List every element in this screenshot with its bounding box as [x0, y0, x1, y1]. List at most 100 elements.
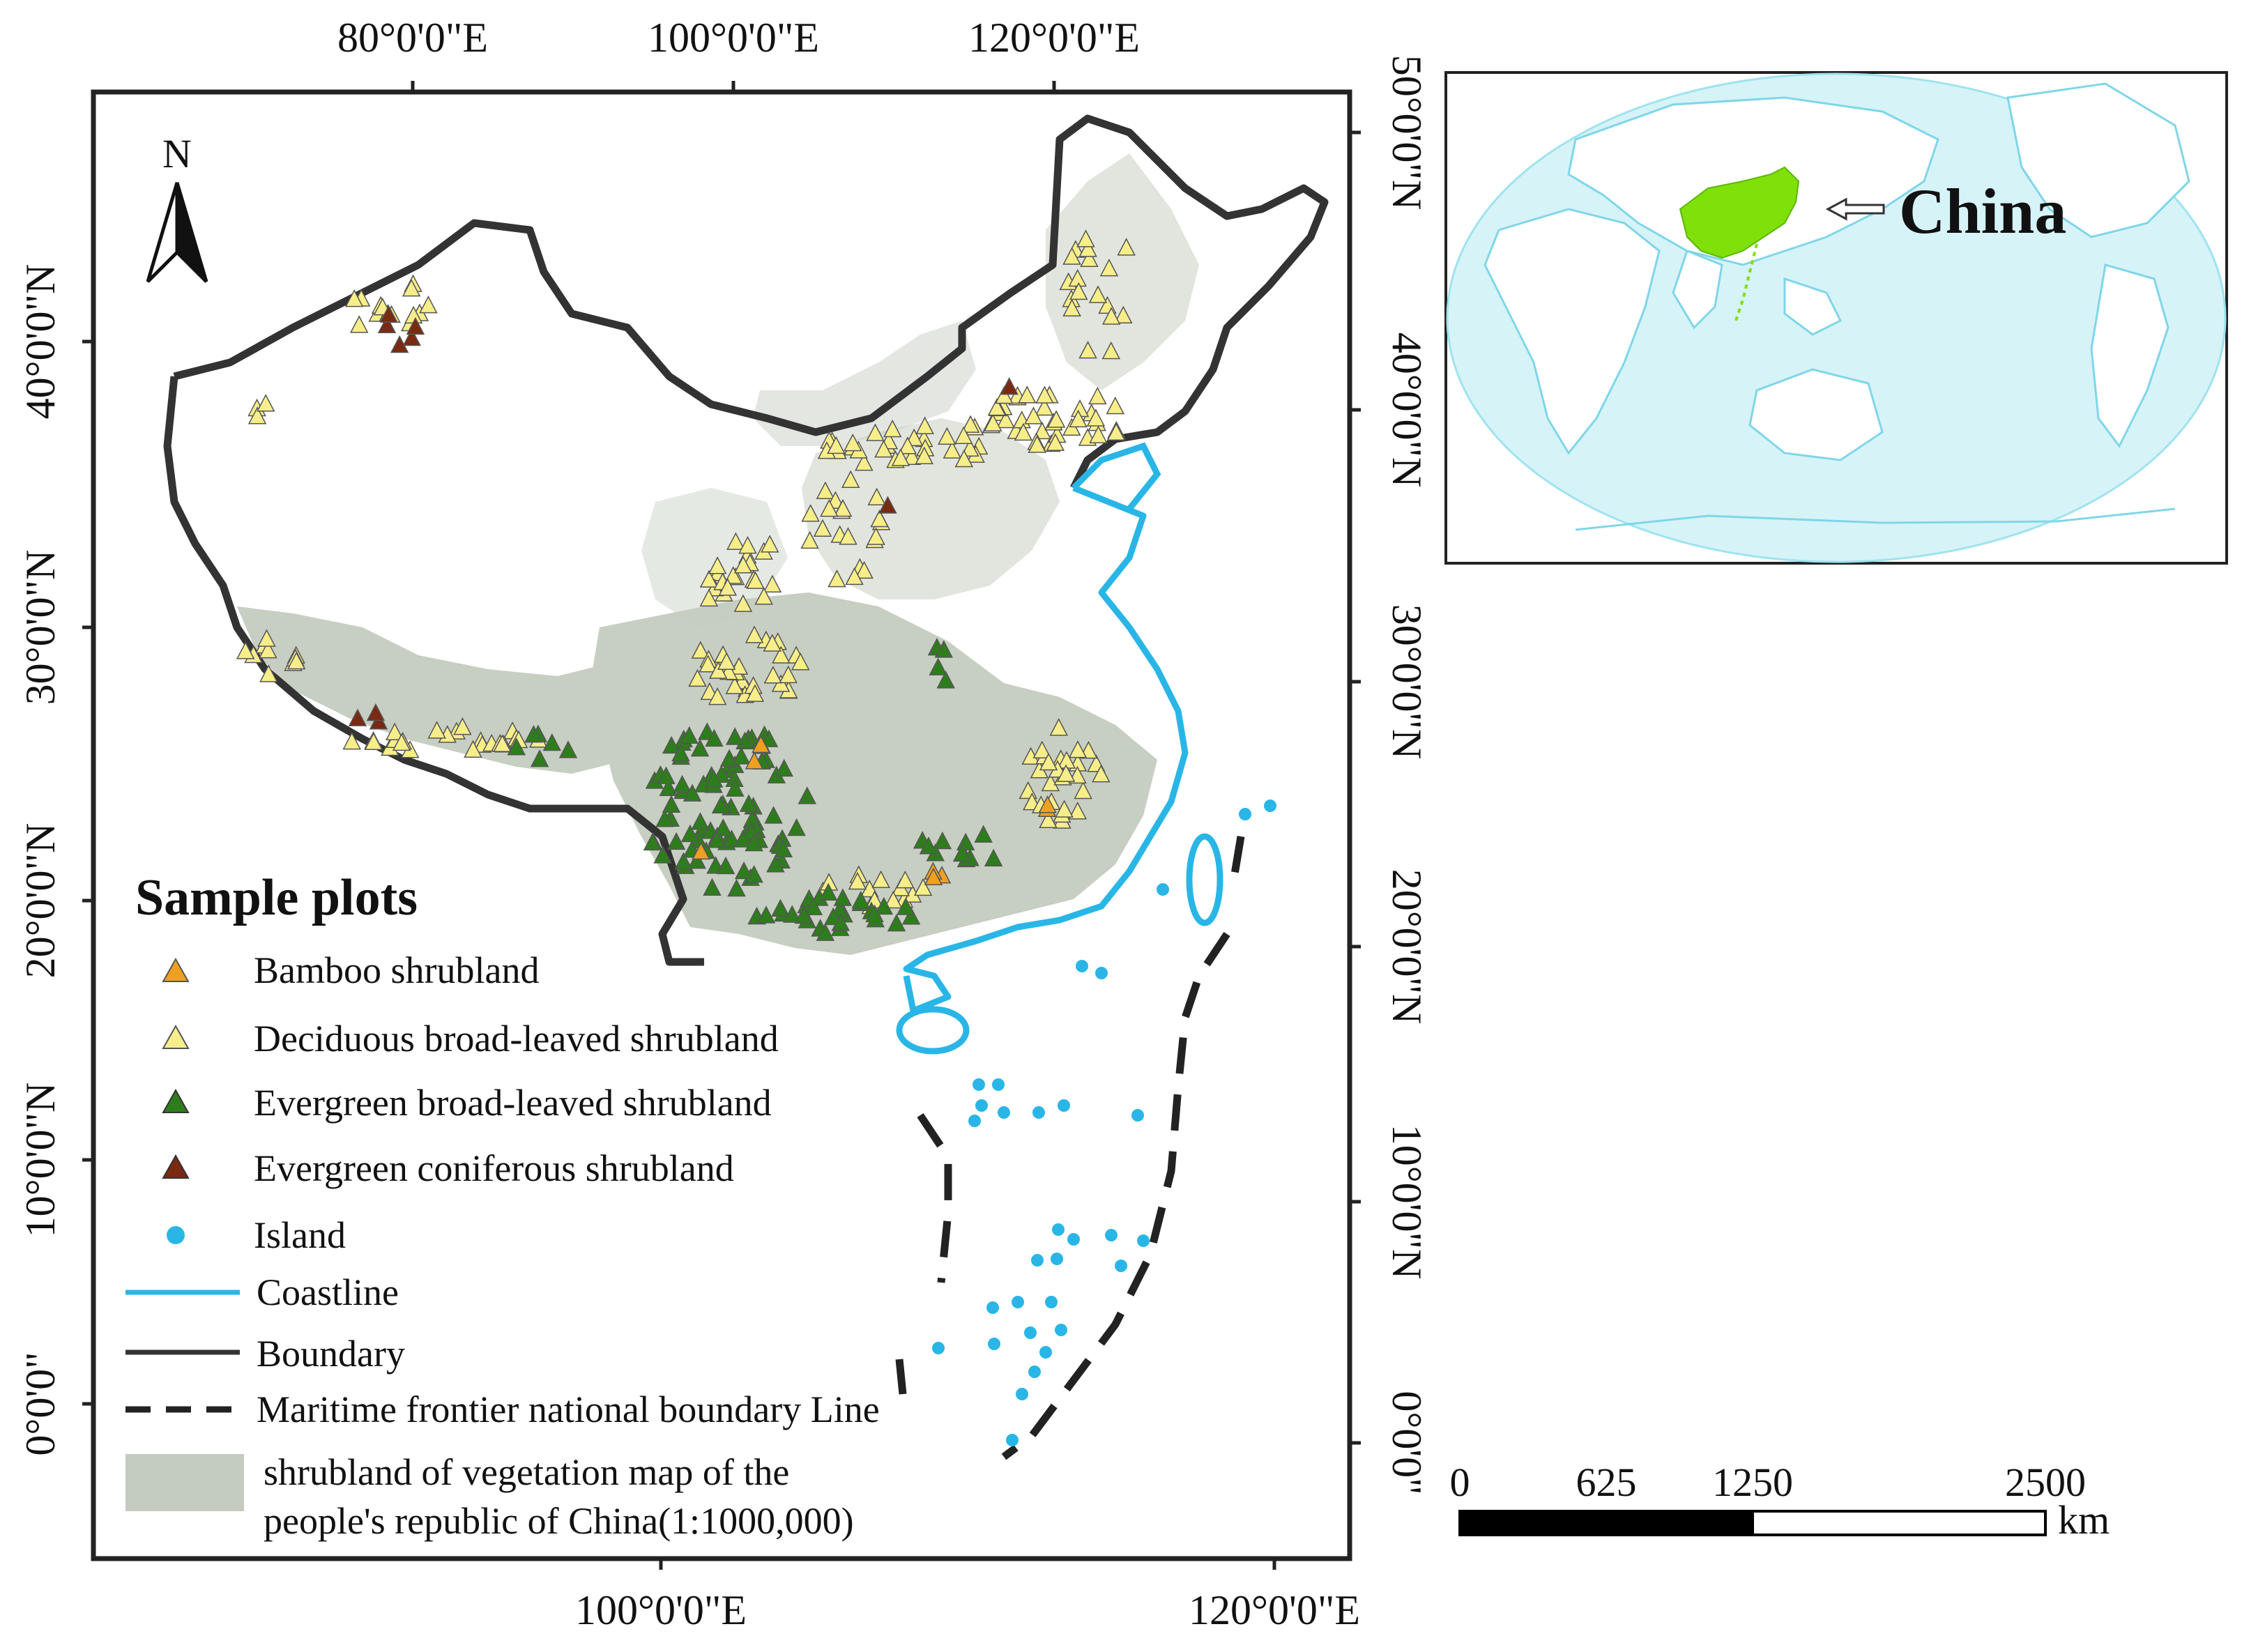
sample-plot-marker	[1062, 298, 1081, 317]
left-tick-label: 10°0'0"N	[17, 1083, 63, 1238]
sample-plot-marker	[913, 878, 933, 896]
sample-plot-marker	[772, 645, 791, 664]
north-arrow-label: N	[162, 131, 192, 176]
legend-item-label: Deciduous broad-leaved shrubland	[254, 1018, 779, 1060]
sample-plot-marker	[729, 657, 749, 675]
inset-continents	[1484, 82, 2190, 531]
bottom-tick-label: 100°0'0"E	[575, 1587, 747, 1633]
sample-plot-marker	[402, 279, 421, 297]
sample-plot-marker	[699, 569, 719, 588]
evergreen-broad-symbol	[162, 1088, 190, 1113]
sample-plot-marker	[884, 890, 903, 909]
bamboo-symbol	[162, 957, 190, 982]
sample-plot-marker	[348, 708, 367, 726]
scale-bar: 0 625 1250 2500 km	[1450, 1460, 2110, 1543]
sample-plot-marker	[865, 904, 884, 923]
hainan-island	[896, 1006, 970, 1055]
sample-plot-marker	[1032, 740, 1052, 758]
china-highlight	[1679, 166, 1800, 259]
sample-plot-marker	[733, 594, 753, 612]
sample-plot-marker	[493, 734, 512, 752]
sample-plot-marker	[1101, 307, 1121, 325]
sample-plot-marker	[1000, 376, 1019, 395]
scale-unit: km	[2058, 1497, 2110, 1543]
sample-plot-marker	[871, 870, 890, 888]
sample-plot-marker	[775, 758, 793, 777]
sample-plot-marker	[1088, 285, 1108, 303]
sample-plot-marker	[392, 733, 411, 751]
top-tick-label: 120°0'0"E	[968, 15, 1140, 61]
sample-plot-marker	[385, 722, 404, 741]
sample-plot-marker	[936, 671, 955, 689]
sample-plot-marker	[759, 729, 779, 747]
legend-line-label: Maritime frontier national boundary Line	[257, 1389, 880, 1430]
shrubland-patch-symbol	[125, 1454, 244, 1511]
sample-plot-marker	[344, 289, 364, 307]
sample-plot-marker	[542, 733, 562, 751]
sample-plot-marker	[1046, 410, 1066, 428]
sample-plot-marker	[1106, 422, 1126, 441]
sample-plot-marker	[1092, 765, 1111, 783]
legend-item-label: Bamboo shrubland	[254, 949, 539, 991]
boundary-line	[163, 114, 1329, 966]
evergreen-conifer-symbol	[162, 1154, 190, 1179]
sample-plot-marker	[994, 385, 1014, 404]
sample-plot-marker	[901, 907, 921, 925]
top-tick-label: 80°0'0"E	[337, 15, 488, 61]
sample-plot-marker	[1035, 385, 1054, 404]
coastline-bohai	[1071, 442, 1161, 511]
right-axis-ticks	[1350, 130, 1361, 1445]
sample-plot-marker	[816, 481, 835, 500]
inset-world-map: China	[1444, 71, 2228, 565]
sample-plot-marker	[738, 535, 757, 554]
sample-plot-marker	[801, 504, 820, 522]
sample-plot-marker	[530, 749, 549, 767]
sample-plot-marker	[833, 888, 853, 906]
sample-plot-marker	[257, 629, 276, 647]
sample-plot-marker	[763, 574, 782, 592]
china-pointer-arrow	[1825, 197, 1885, 221]
sample-plot-marker	[377, 315, 397, 334]
legend-line-label: Boundary	[257, 1333, 405, 1375]
sample-plot-marker	[924, 867, 943, 886]
right-tick-label: 40°0'0"N	[1384, 332, 1430, 488]
sample-plot-marker	[657, 766, 676, 784]
sample-plot-marker	[1032, 421, 1052, 440]
sample-plot-marker	[870, 509, 889, 528]
sample-plot-marker	[794, 905, 814, 924]
sample-plot-marker	[1046, 433, 1065, 451]
sample-plot-marker	[891, 448, 910, 466]
sample-plot-marker	[874, 896, 894, 915]
sample-plot-marker	[349, 315, 369, 333]
sample-plot-marker	[524, 725, 543, 743]
sample-plot-marker	[688, 668, 707, 687]
shrubland-patches	[237, 153, 1199, 955]
island-dots	[932, 800, 1276, 1446]
scale-segment-white	[1751, 1510, 2047, 1536]
sample-plot-marker	[761, 535, 779, 553]
sample-plot-marker	[987, 398, 1007, 416]
sample-plot-marker	[1062, 247, 1081, 265]
sample-plot-marker	[727, 878, 746, 897]
sample-plot-marker	[716, 856, 735, 875]
sample-plot-marker	[507, 737, 526, 756]
scale-label: 2500	[2005, 1460, 2086, 1505]
scale-segment-black	[1458, 1510, 1754, 1536]
sample-plot-marker	[996, 410, 1015, 429]
sample-plot-marker	[691, 812, 710, 830]
top-tick-label: 100°0'0"E	[648, 15, 819, 61]
sample-plot-marker	[746, 571, 765, 589]
sample-plot-marker	[419, 295, 438, 314]
sample-plot-marker	[1101, 341, 1121, 360]
sample-plot-marker	[867, 487, 886, 505]
sample-plot-marker	[1099, 259, 1119, 277]
sample-plot-marker	[984, 848, 1003, 866]
sample-plot-marker	[798, 786, 817, 804]
sample-plot-marker	[813, 519, 832, 537]
sample-plot-marker	[1068, 740, 1088, 758]
sample-plot-marker	[687, 851, 706, 869]
sample-plot-marker	[974, 825, 993, 843]
legend: Sample plots Bamboo shrubland Deciduous …	[125, 869, 880, 1542]
scale-label: 1250	[1712, 1460, 1793, 1505]
